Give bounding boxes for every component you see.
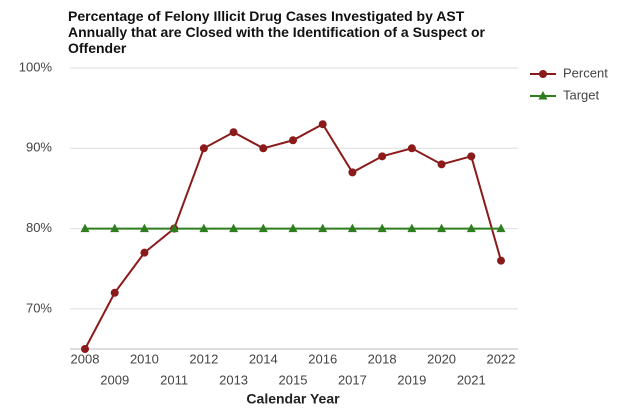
- point: [378, 152, 387, 161]
- y-tick-label: 90%: [26, 140, 52, 155]
- point: [407, 223, 417, 233]
- point: [139, 223, 149, 233]
- point: [229, 128, 238, 137]
- point: [437, 223, 447, 233]
- x-tick-label: 2017: [338, 372, 367, 387]
- point: [539, 70, 547, 78]
- point: [538, 91, 548, 100]
- point: [496, 223, 506, 233]
- point: [348, 168, 357, 177]
- x-tick-label: 2021: [457, 372, 486, 387]
- y-tick-label: 80%: [26, 220, 52, 235]
- y-tick-label: 100%: [19, 59, 53, 74]
- point: [258, 223, 268, 233]
- x-tick-label: 2015: [279, 372, 308, 387]
- x-tick-label: 2008: [71, 351, 100, 366]
- point: [140, 248, 149, 257]
- point: [110, 288, 119, 297]
- series-line: [84, 122, 502, 350]
- x-tick-label: 2020: [427, 351, 456, 366]
- point: [377, 223, 387, 233]
- point: [259, 144, 268, 153]
- point: [169, 223, 179, 233]
- point: [497, 256, 505, 265]
- y-tick-label: 70%: [26, 300, 52, 315]
- point: [318, 120, 327, 129]
- chart-title: Percentage of Felony Illicit Drug Cases …: [68, 8, 485, 56]
- x-tick-label: 2022: [487, 351, 516, 366]
- point: [229, 223, 239, 233]
- x-tick-label: 2011: [160, 372, 188, 387]
- point: [407, 144, 416, 153]
- x-axis-label: Calendar Year: [246, 391, 340, 407]
- point: [467, 152, 476, 161]
- x-tick-label: 2013: [219, 372, 248, 387]
- point: [288, 223, 298, 233]
- x-tick-label: 2016: [308, 351, 337, 366]
- x-tick-label: 2019: [397, 372, 426, 387]
- point: [199, 223, 209, 233]
- point: [81, 345, 89, 353]
- point: [199, 144, 208, 153]
- x-tick-label: 2009: [100, 372, 129, 387]
- legend-label: Percent: [563, 65, 608, 80]
- point: [347, 223, 357, 233]
- x-tick-label: 2014: [249, 351, 278, 366]
- point: [466, 223, 476, 233]
- point: [110, 223, 120, 233]
- x-tick-label: 2018: [368, 351, 397, 366]
- legend-label: Target: [563, 87, 600, 102]
- point: [318, 223, 328, 233]
- x-tick-label: 2010: [130, 351, 159, 366]
- point: [437, 160, 446, 169]
- point: [80, 223, 90, 233]
- x-tick-label: 2012: [189, 351, 218, 366]
- point: [289, 136, 297, 145]
